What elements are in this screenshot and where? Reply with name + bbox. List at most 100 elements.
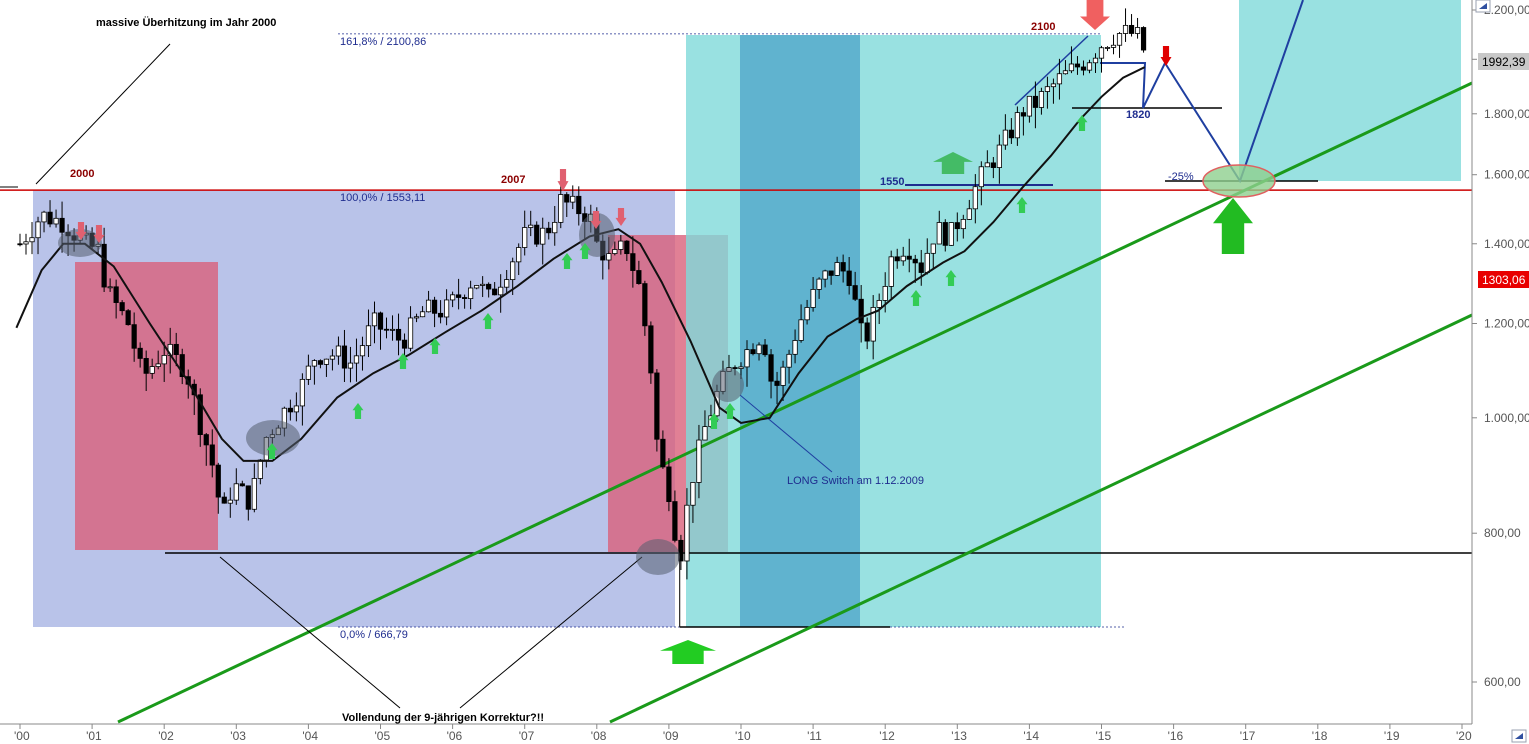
candle-body [365, 325, 372, 347]
y-tick-label: 1.600,00 [1484, 168, 1529, 182]
candle-body [468, 287, 474, 299]
candle-body [612, 249, 618, 254]
zones-layer [33, 0, 1461, 627]
candle-body [23, 241, 29, 245]
candle-body [474, 285, 480, 289]
candle-body [329, 355, 336, 360]
candle-body [1056, 73, 1063, 85]
x-tick-label: '17 [1240, 729, 1256, 743]
sell-arrow-red [1160, 46, 1172, 66]
candle-body [540, 227, 546, 245]
candle-body [504, 279, 510, 288]
candle-body [1008, 129, 1014, 139]
x-tick-label: '02 [158, 729, 174, 743]
buy-arrow [910, 290, 922, 306]
price-tag-current-bg [1478, 53, 1529, 70]
candle-body [822, 270, 828, 280]
candle-body [756, 344, 762, 355]
annotation-long-switch: LONG Switch am 1.12.2009 [787, 475, 924, 487]
candle-body [1032, 95, 1039, 108]
candle-body [996, 144, 1002, 168]
candle-body [546, 227, 552, 234]
candle-body [383, 328, 390, 331]
sell-arrow [75, 222, 87, 240]
x-tick-label: '20 [1456, 729, 1472, 743]
candle-body [425, 299, 432, 313]
x-tick-label: '12 [879, 729, 895, 743]
candle-body [209, 444, 215, 466]
x-tick-label: '11 [807, 729, 822, 743]
y-tick-label: 2.200,00 [1484, 3, 1529, 17]
candle-body [768, 354, 774, 382]
annotation-1820: 1820 [1126, 109, 1150, 121]
x-tick-label: '15 [1096, 729, 1112, 743]
candle-body [852, 285, 858, 300]
candle-body [401, 339, 408, 349]
candle-body [323, 358, 330, 365]
highlight-ellipse [636, 539, 680, 575]
candle-body [251, 478, 257, 510]
y-tick-label: 600,00 [1484, 675, 1521, 689]
annotation-2100: 2100 [1031, 21, 1055, 33]
candle-body [936, 222, 942, 245]
buy-arrow [266, 443, 278, 459]
buy-arrow [945, 270, 957, 286]
candle-body [618, 240, 624, 250]
candle-body [702, 426, 708, 441]
buy-arrow [1076, 115, 1088, 131]
candle-body [696, 439, 702, 483]
candle-body [1038, 91, 1045, 108]
arrow-ueberhitzung [35, 43, 171, 185]
candle-body [534, 224, 540, 245]
candle-body [660, 438, 666, 468]
annotation-2000: 2000 [70, 168, 94, 180]
x-tick-label: '10 [735, 729, 751, 743]
candle-body [347, 362, 354, 369]
buy-arrow [397, 353, 409, 369]
y-tick-label: 1.800,00 [1484, 107, 1529, 121]
candle-body [948, 222, 954, 246]
candle-body [1080, 66, 1087, 71]
candle-body [786, 353, 792, 368]
candle-body [570, 195, 576, 203]
annotation-2007: 2007 [501, 174, 525, 186]
candle-body [666, 466, 672, 502]
x-tick-label: '00 [14, 729, 30, 743]
candle-body [335, 345, 342, 357]
candle-body [624, 240, 630, 255]
candle-body [257, 459, 263, 479]
buy-arrow-big [1213, 198, 1253, 254]
candle-body [732, 367, 738, 369]
candle-body [1086, 62, 1093, 71]
candle-body [125, 310, 131, 326]
y-tick-label: 1.000,00 [1484, 411, 1529, 425]
target-ellipse [1202, 164, 1276, 198]
candle-body [894, 256, 900, 262]
highlight-ellipse [58, 229, 102, 257]
highlight-ellipse [246, 420, 300, 456]
arrow-long-switch [739, 394, 833, 473]
candle-body [395, 328, 402, 341]
arrow-vollendung-right [459, 556, 643, 709]
candle-body [942, 222, 948, 246]
candle-body [203, 434, 209, 446]
candle-body [918, 262, 924, 273]
candle-body [690, 482, 696, 506]
candle-body [293, 405, 299, 413]
candle-body [486, 283, 492, 290]
candle-body [792, 340, 798, 355]
zone-cyan-future [1239, 0, 1461, 181]
candle-body [431, 299, 438, 314]
buy-arrow [708, 413, 720, 429]
y-tick-label: 800,00 [1484, 526, 1521, 540]
candle-body [990, 162, 996, 168]
corner-triangle-icon [1515, 733, 1523, 739]
fib-label-0: 0,0% / 666,79 [340, 629, 408, 641]
x-tick-label: '04 [302, 729, 318, 743]
candle-body [1026, 95, 1032, 117]
candle-body [173, 343, 179, 355]
candle-body [1020, 112, 1026, 117]
candle-body [1140, 27, 1147, 51]
x-tick-label: '05 [375, 729, 391, 743]
